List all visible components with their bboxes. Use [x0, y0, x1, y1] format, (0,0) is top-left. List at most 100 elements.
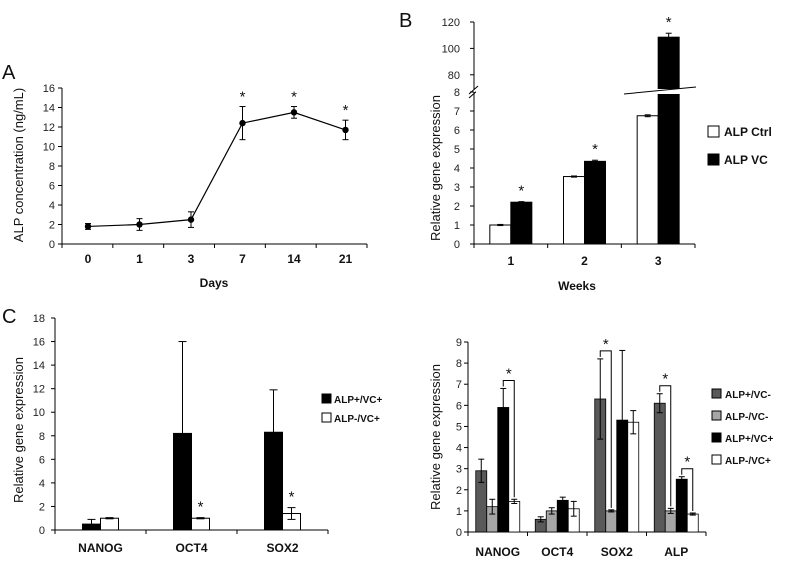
chart-a: ALP concentration (ng/mL) Days 024681012…: [11, 83, 368, 290]
chart-b-ytick-label: 7: [454, 106, 460, 118]
chart-c-right-xtick-label: OCT4: [541, 545, 573, 559]
chart-b-legend-label: ALP VC: [724, 153, 768, 167]
chart-a-xtick-label: 14: [287, 252, 301, 266]
chart-b-bar: [563, 176, 585, 245]
chart-c-right-bar: [675, 478, 688, 533]
chart-a-ytick-label: 0: [49, 239, 55, 251]
chart-b-axis-break-gap: [476, 89, 697, 94]
chart-b-xlabel: Weeks: [558, 279, 596, 293]
chart-c-right-ytick-label: 3: [456, 464, 462, 476]
chart-c-right-significance-bracket: [659, 385, 672, 507]
chart-b: Relative gene expression Weeks 0 1 2 3 4 5 6 7 8…: [428, 14, 772, 293]
chart-c-left-ytick-label: 12: [33, 384, 45, 396]
chart-b-significance-marker: *: [666, 14, 672, 31]
chart-b-ytick-label: 120: [442, 17, 460, 29]
chart-c-right-significance-marker: *: [506, 365, 512, 382]
chart-a-xlabel: Days: [200, 276, 229, 290]
chart-a-xtick-label: 3: [188, 252, 195, 266]
chart-c-right-ytick-label: 6: [456, 400, 462, 412]
chart-c-left-ytick-label: 14: [33, 360, 45, 372]
chart-a-ytick-label: 12: [43, 122, 55, 134]
chart-c-right-legend-swatch: [711, 388, 722, 399]
chart-a-point: [342, 126, 349, 134]
chart-c-left-significance-marker: *: [198, 499, 204, 516]
chart-c-right-ytick-label: 2: [456, 485, 462, 497]
chart-b-ytick-label: 3: [454, 182, 460, 194]
chart-b-ytick-label: 2: [454, 201, 460, 213]
chart-b-legend-label: ALP Ctrl: [724, 125, 772, 139]
chart-b-ytick-label: 80: [448, 70, 460, 82]
chart-c-right-ytick-label: 5: [456, 421, 462, 433]
chart-a-xtick-label: 1: [136, 252, 143, 266]
chart-c-left-xtick-label: SOX2: [266, 541, 298, 555]
chart-c-right-ytick-label: 8: [456, 358, 462, 370]
chart-c-left-significance-marker: *: [289, 489, 295, 506]
chart-c-right-significance-bracket: [681, 468, 694, 511]
panel-letter-c: C: [2, 306, 16, 328]
chart-c-right-bar: [627, 421, 640, 533]
chart-c-left-ytick-label: 8: [39, 431, 45, 443]
chart-c-left-bar: [191, 517, 210, 531]
chart-b-ytick-label: 8: [454, 87, 460, 99]
chart-a-point: [290, 109, 298, 116]
chart-c-right: Relative gene expression 0 1 2 3 4 5 6 7 8 9 NANOG…: [428, 336, 774, 559]
chart-c-left-xtick-label: OCT4: [175, 541, 207, 555]
chart-c-right-significance-marker: *: [603, 336, 609, 353]
chart-c-left-ytick-label: 18: [33, 313, 45, 325]
chart-c-left-bar: [100, 517, 119, 531]
chart-a-point: [187, 216, 195, 223]
chart-c-right-bar: [605, 510, 618, 533]
chart-b-xtick-label: 2: [581, 254, 588, 268]
chart-c-right-legend-swatch: [711, 454, 722, 465]
panel-letter-b: B: [399, 10, 412, 32]
chart-c-right-bar: [556, 499, 569, 533]
chart-c-right-significance-bracket: [502, 379, 515, 498]
chart-c-left: Relative gene expression 0 2 4 6 8 10 12 14 16 18…: [11, 313, 383, 555]
chart-c-right-xtick-label: ALP: [664, 545, 688, 559]
chart-b-ytick-label: 4: [454, 163, 460, 175]
chart-b-bar: [636, 115, 659, 245]
chart-a-xtick-label: 21: [339, 252, 353, 266]
chart-a-significance-marker: *: [343, 102, 349, 119]
chart-c-left-ytick-label: 16: [33, 337, 45, 349]
chart-c-right-ylabel: Relative gene expression: [428, 364, 443, 510]
chart-c-right-significance-marker: *: [684, 454, 690, 471]
chart-a-ytick-label: 4: [49, 200, 55, 212]
chart-a-point: [239, 119, 246, 127]
chart-b-ytick-label: 5: [454, 144, 460, 156]
chart-c-right-bar: [653, 402, 666, 533]
chart-c-right-ytick-label: 0: [456, 527, 462, 539]
chart-b-ytick-label: 0: [454, 239, 460, 251]
chart-b-bar: [489, 224, 512, 245]
chart-b-significance-marker: *: [518, 183, 524, 200]
chart-b-axis-break-line: [623, 86, 697, 95]
chart-c-right-ytick-label: 1: [456, 506, 462, 518]
chart-c-right-ytick-label: 7: [456, 379, 462, 391]
chart-a-significance-marker: *: [291, 89, 297, 106]
chart-a-ylabel: ALP concentration (ng/mL): [11, 88, 26, 242]
chart-a-point: [136, 221, 143, 228]
chart-b-ylabel: Relative gene expression: [428, 95, 443, 241]
chart-a-ytick-label: 2: [49, 220, 55, 232]
chart-b-bar: [510, 201, 533, 245]
chart-c-left-legend-label: ALP+/VC+: [334, 395, 383, 406]
chart-c-right-legend-swatch: [711, 410, 722, 421]
chart-a-ytick-label: 10: [43, 142, 55, 154]
chart-a-ytick-label: 14: [43, 103, 55, 115]
chart-c-left-ytick-label: 2: [39, 501, 45, 513]
chart-c-left-ytick-label: 4: [39, 478, 45, 490]
chart-c-right-legend-label: ALP-/VC-: [725, 412, 768, 423]
chart-a-xtick-label: 0: [85, 252, 92, 266]
chart-c-right-legend-label: ALP+/VC+: [725, 434, 774, 445]
chart-b-bar: [584, 160, 606, 245]
chart-c-right-ytick-label: 4: [456, 443, 462, 455]
chart-a-point: [84, 223, 92, 230]
chart-a-series-line: [87, 111, 346, 228]
chart-b-significance-marker: *: [592, 141, 598, 158]
chart-b-legend-swatch: [707, 125, 720, 138]
chart-b-ytick-label: 6: [454, 125, 460, 137]
chart-b-xtick-label: 3: [655, 254, 662, 268]
chart-c-right-legend-swatch: [711, 432, 722, 443]
chart-c-right-xtick-label: SOX2: [601, 545, 633, 559]
